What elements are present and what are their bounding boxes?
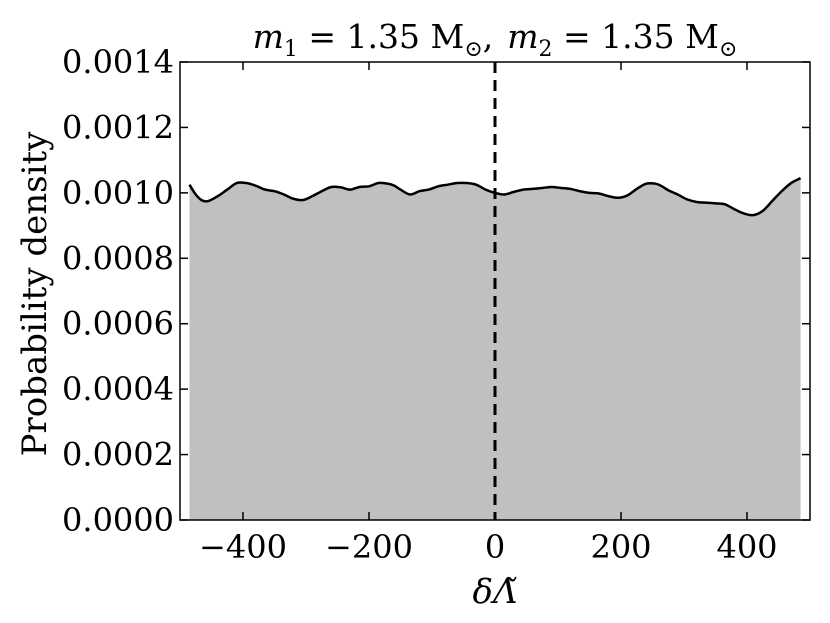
y-tick-label: 0.0014 (62, 43, 174, 81)
y-axis-label: Probability density (15, 131, 55, 456)
plot-area (179, 61, 811, 521)
x-tick-label: −200 (325, 528, 413, 566)
y-axis: 0.0000 0.0002 0.0004 0.0006 0.0008 0.0010 0.00… (62, 43, 810, 539)
density-curve-line (188, 177, 802, 217)
x-tick-label: −400 (199, 528, 287, 566)
y-tick-label: 0.0004 (62, 370, 174, 408)
title-m2-symbol: m (507, 17, 538, 56)
title-solar-symbol-2: ⊙ (719, 37, 737, 62)
title-m1-symbol: m (253, 17, 284, 56)
chart-title: m1 = 1.35 M⊙, m2 = 1.35 M⊙ (253, 17, 738, 62)
title-separator: , (483, 17, 494, 56)
title-m2-value: = 1.35 M (553, 17, 719, 56)
density-fill-area (189, 178, 801, 520)
y-tick-label: 0.0010 (62, 174, 174, 212)
y-tick-label: 0.0008 (62, 239, 174, 277)
x-axis: −400 −200 0 200 400 (199, 62, 778, 566)
x-tick-label: 400 (716, 528, 777, 566)
y-tick-label: 0.0006 (62, 305, 174, 343)
x-tick-label: 200 (590, 528, 651, 566)
title-m1-value: = 1.35 M (298, 17, 464, 56)
y-tick-label: 0.0002 (62, 436, 174, 474)
x-tick-label: 0 (485, 528, 505, 566)
y-tick-label: 0.0012 (62, 108, 174, 146)
title-m1-sub: 1 (284, 37, 298, 62)
y-tick-label: 0.0000 (62, 501, 174, 539)
title-m2-sub: 2 (539, 37, 553, 62)
title-solar-symbol-1: ⊙ (464, 37, 482, 62)
x-axis-label: δΛ̃ (472, 572, 517, 612)
